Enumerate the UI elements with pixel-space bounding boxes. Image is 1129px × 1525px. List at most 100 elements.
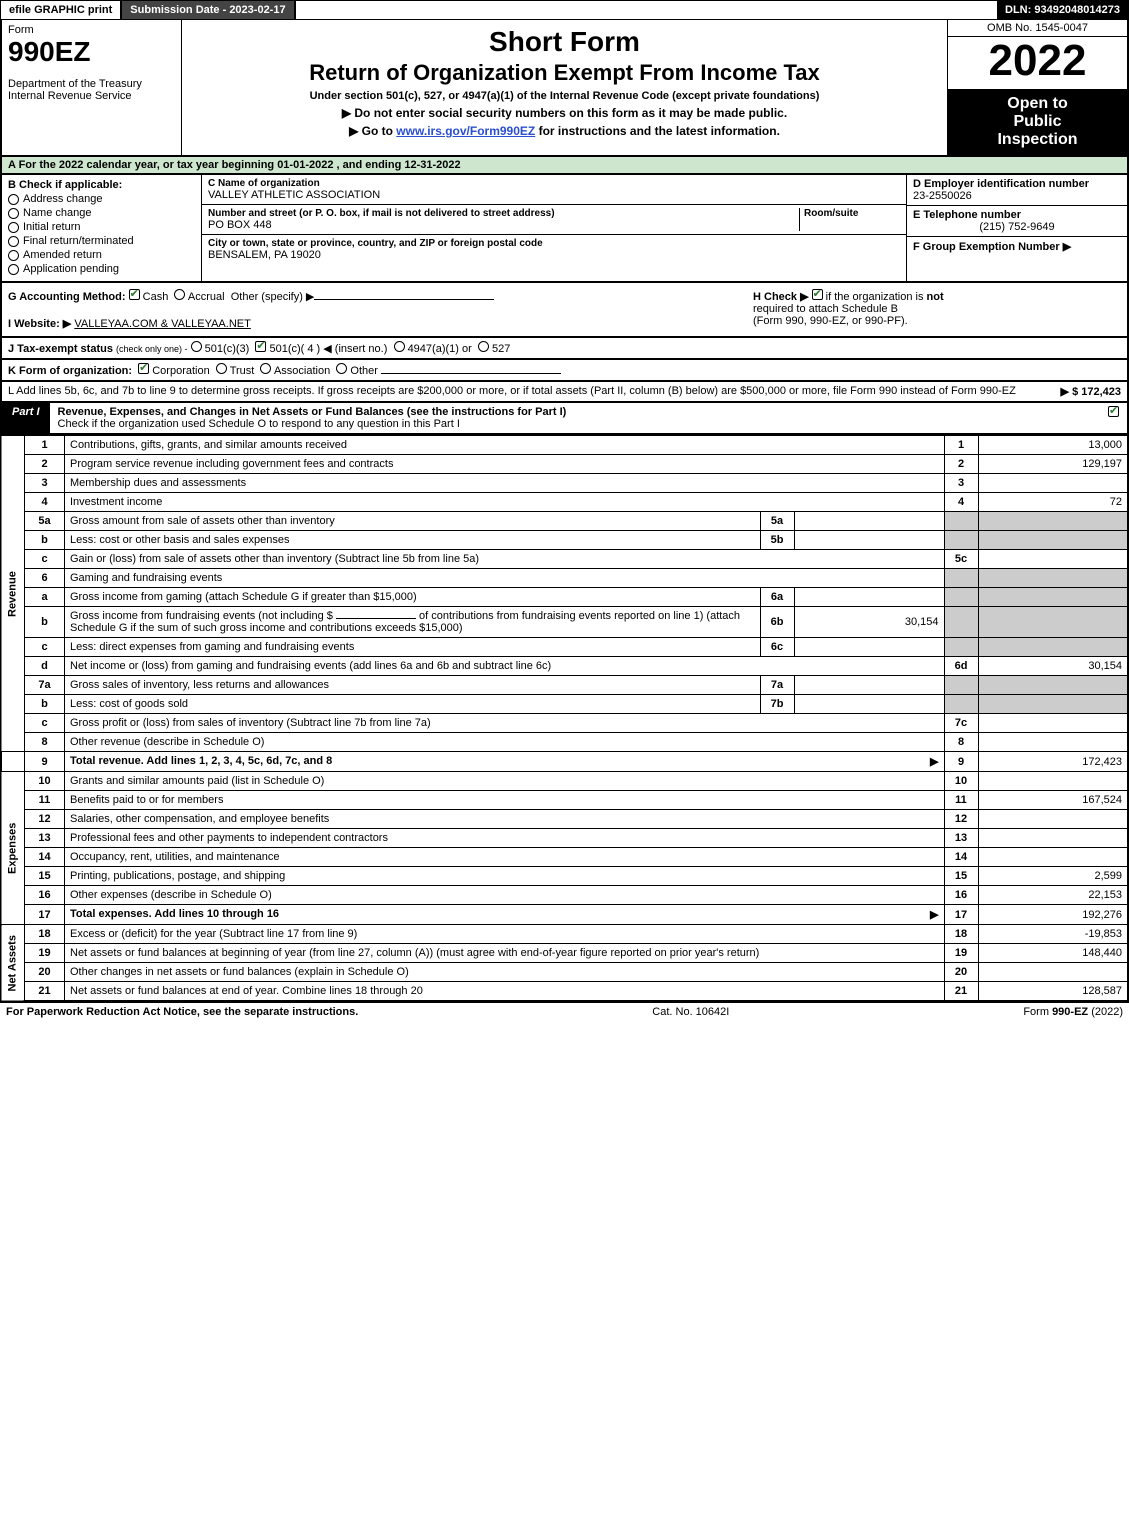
chk-assoc[interactable]: [260, 363, 271, 374]
chk-527[interactable]: [478, 341, 489, 352]
chk-accrual[interactable]: [174, 289, 185, 300]
chk-name-change[interactable]: Name change: [8, 207, 195, 219]
l9-text: Total revenue. Add lines 1, 2, 3, 4, 5c,…: [70, 755, 332, 767]
g-accrual: Accrual: [188, 291, 225, 303]
sv: [794, 588, 944, 607]
ld: Salaries, other compensation, and employ…: [65, 810, 945, 829]
dln-label: DLN: 93492048014273: [997, 1, 1128, 19]
chk-other[interactable]: [336, 363, 347, 374]
j-note: (check only one) -: [116, 344, 188, 354]
sv: [794, 676, 944, 695]
line-8: 8 Other revenue (describe in Schedule O)…: [1, 733, 1128, 752]
omb-label: OMB No. 1545-0047: [948, 20, 1127, 37]
line-5b: b Less: cost or other basis and sales ex…: [1, 531, 1128, 550]
header-right: OMB No. 1545-0047 2022 Open to Public In…: [947, 20, 1127, 155]
part1-title-text: Revenue, Expenses, and Changes in Net As…: [58, 406, 567, 418]
checkbox-icon: [8, 236, 19, 247]
chk-initial-return[interactable]: Initial return: [8, 221, 195, 233]
row-a-tax-year: A For the 2022 calendar year, or tax yea…: [0, 157, 1129, 175]
row-j: J Tax-exempt status (check only one) - 5…: [0, 338, 1129, 360]
g-other: Other (specify) ▶: [231, 291, 315, 303]
lv-shade: [978, 695, 1128, 714]
c-street-label: Number and street (or P. O. box, if mail…: [208, 208, 795, 219]
j-4947: 4947(a)(1) or: [408, 343, 472, 355]
ln: 4: [25, 493, 65, 512]
chk-cash[interactable]: [129, 289, 140, 300]
part1-title: Revenue, Expenses, and Changes in Net As…: [50, 403, 1100, 433]
rn-shade: [944, 512, 978, 531]
chk-address-change[interactable]: Address change: [8, 193, 195, 205]
lv-shade: [978, 638, 1128, 657]
rn-shade: [944, 638, 978, 657]
chk-4947[interactable]: [394, 341, 405, 352]
g-label: G Accounting Method:: [8, 291, 126, 303]
line-16: 16 Other expenses (describe in Schedule …: [1, 886, 1128, 905]
arrow-icon: ▶: [930, 908, 938, 921]
line-6b: b Gross income from fundraising events (…: [1, 607, 1128, 638]
c-street: PO BOX 448: [208, 219, 795, 231]
chk-5013[interactable]: [191, 341, 202, 352]
lv: 13,000: [978, 436, 1128, 455]
sv: [794, 695, 944, 714]
chk-application-pending[interactable]: Application pending: [8, 263, 195, 275]
line-15: 15 Printing, publications, postage, and …: [1, 867, 1128, 886]
chk-501c[interactable]: [255, 341, 266, 352]
open-to-public: Open to Public Inspection: [948, 89, 1127, 155]
e-phone: (215) 752-9649: [913, 221, 1121, 233]
d-ein: 23-2550026: [913, 190, 1121, 202]
part1-check: [1100, 403, 1127, 433]
section-gh: G Accounting Method: Cash Accrual Other …: [0, 283, 1129, 338]
f-label: F Group Exemption Number ▶: [913, 241, 1071, 253]
tax-year: 2022: [948, 37, 1127, 85]
sb: 7a: [760, 676, 794, 695]
lv-shade: [978, 569, 1128, 588]
ld: Net assets or fund balances at beginning…: [65, 944, 945, 963]
line-18: Net Assets 18 Excess or (deficit) for th…: [1, 925, 1128, 944]
h-text2: if the organization is: [826, 291, 927, 303]
c-city: BENSALEM, PA 19020: [208, 249, 900, 261]
lv: 22,153: [978, 886, 1128, 905]
sv: [794, 512, 944, 531]
arrow-icon: ▶: [930, 755, 938, 768]
f-block: F Group Exemption Number ▶: [907, 237, 1127, 256]
ld: Contributions, gifts, grants, and simila…: [65, 436, 945, 455]
i-website: VALLEYAA.COM & VALLEYAA.NET: [74, 318, 250, 330]
top-bar: efile GRAPHIC print Submission Date - 20…: [0, 0, 1129, 20]
chk-amended-return[interactable]: Amended return: [8, 249, 195, 261]
chk-label: Address change: [23, 193, 103, 205]
line-6d: d Net income or (loss) from gaming and f…: [1, 657, 1128, 676]
ld: Net income or (loss) from gaming and fun…: [65, 657, 945, 676]
ld: Gross income from fundraising events (no…: [65, 607, 761, 638]
chk-corp[interactable]: [138, 363, 149, 374]
rn-shade: [944, 676, 978, 695]
ln: 15: [25, 867, 65, 886]
irs-label: Internal Revenue Service: [8, 90, 175, 102]
ld: Professional fees and other payments to …: [65, 829, 945, 848]
ld: Other expenses (describe in Schedule O): [65, 886, 945, 905]
efile-print-label[interactable]: efile GRAPHIC print: [1, 1, 122, 19]
open1: Open to: [952, 95, 1123, 113]
ld: Gross profit or (loss) from sales of inv…: [65, 714, 945, 733]
chk-h[interactable]: [812, 289, 823, 300]
l17-text: Total expenses. Add lines 10 through 16: [70, 908, 279, 920]
ln: b: [25, 531, 65, 550]
ln: 1: [25, 436, 65, 455]
chk-trust[interactable]: [216, 363, 227, 374]
line-6: 6 Gaming and fundraising events: [1, 569, 1128, 588]
col-def: D Employer identification number 23-2550…: [907, 175, 1127, 281]
irs-link[interactable]: www.irs.gov/Form990EZ: [396, 124, 535, 138]
lv-shade: [978, 588, 1128, 607]
chk-final-return[interactable]: Final return/terminated: [8, 235, 195, 247]
header-mid: Short Form Return of Organization Exempt…: [182, 20, 947, 155]
expenses-side-label: Expenses: [1, 772, 25, 925]
rn: 14: [944, 848, 978, 867]
footer-mid: Cat. No. 10642I: [652, 1006, 729, 1018]
chk-schedule-o[interactable]: [1108, 406, 1119, 417]
line-14: 14 Occupancy, rent, utilities, and maint…: [1, 848, 1128, 867]
l-text: L Add lines 5b, 6c, and 7b to line 9 to …: [8, 385, 1051, 398]
ln: 5a: [25, 512, 65, 531]
ln: b: [25, 695, 65, 714]
k-assoc: Association: [274, 365, 330, 377]
part1-tag: Part I: [2, 403, 50, 433]
k-trust: Trust: [230, 365, 255, 377]
